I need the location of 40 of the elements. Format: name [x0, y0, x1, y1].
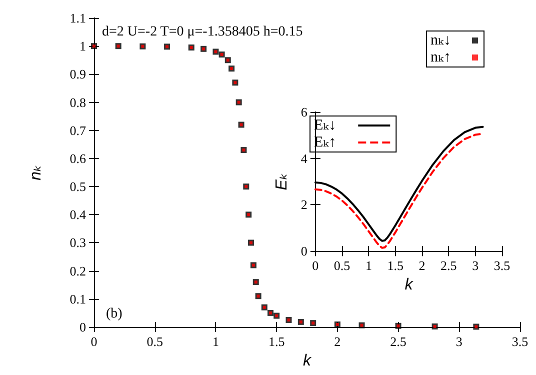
x-tick-label: 1.5 [268, 334, 285, 349]
y-tick-label: 0 [300, 244, 308, 259]
legend-label: nₖ↑ [430, 50, 451, 66]
legend-label: nₖ↓ [430, 32, 451, 48]
y-tick-label: 2 [300, 197, 308, 212]
x-tick-label: 2.5 [390, 334, 406, 349]
x-axis-title: k [404, 276, 414, 294]
x-tick-label: 0.5 [146, 334, 163, 349]
x-tick-label: 0 [90, 334, 98, 349]
x-axis-title: k [303, 352, 312, 370]
x-tick-label: 1 [365, 258, 372, 274]
x-tick-label: 2 [418, 258, 426, 274]
x-tick-label: 1 [212, 334, 219, 349]
y-tick-label: 4 [300, 150, 308, 166]
x-tick-label: 3 [456, 334, 462, 349]
y-tick-label: 0.7 [70, 122, 86, 138]
x-tick-label: 0 [312, 258, 319, 274]
y-tick-label: 1.1 [70, 10, 86, 26]
y-tick-label: 0.6 [70, 150, 86, 166]
y-tick-label: 0.3 [70, 235, 86, 250]
x-tick-label: 3.5 [494, 258, 510, 274]
y-tick-label: 0.2 [70, 263, 86, 278]
y-tick-label: 0.4 [70, 207, 86, 222]
x-tick-label: 2 [334, 334, 341, 349]
y-tick-label: 0.9 [70, 66, 86, 82]
x-tick-label: 2.5 [440, 258, 457, 274]
y-tick-label: 6 [300, 104, 308, 120]
y-tick-label: 0 [80, 320, 86, 334]
y-tick-label: 0.1 [70, 291, 86, 306]
annotation: (b) [106, 306, 123, 322]
y-tick-label: 1 [80, 38, 86, 54]
y-tick-label: 0.5 [70, 179, 86, 194]
x-tick-label: 3 [472, 258, 479, 274]
annotation: d=2 U=-2 T=0 μ=-1.358405 h=0.15 [102, 24, 303, 40]
x-tick-label: 1.5 [387, 258, 404, 274]
x-tick-label: 3.5 [512, 334, 528, 349]
y-tick-label: 0.8 [70, 94, 86, 110]
y-axis-title: nₖ [28, 164, 44, 180]
y-axis-title: Eₖ [274, 172, 290, 190]
x-tick-label: 0.5 [334, 258, 350, 274]
